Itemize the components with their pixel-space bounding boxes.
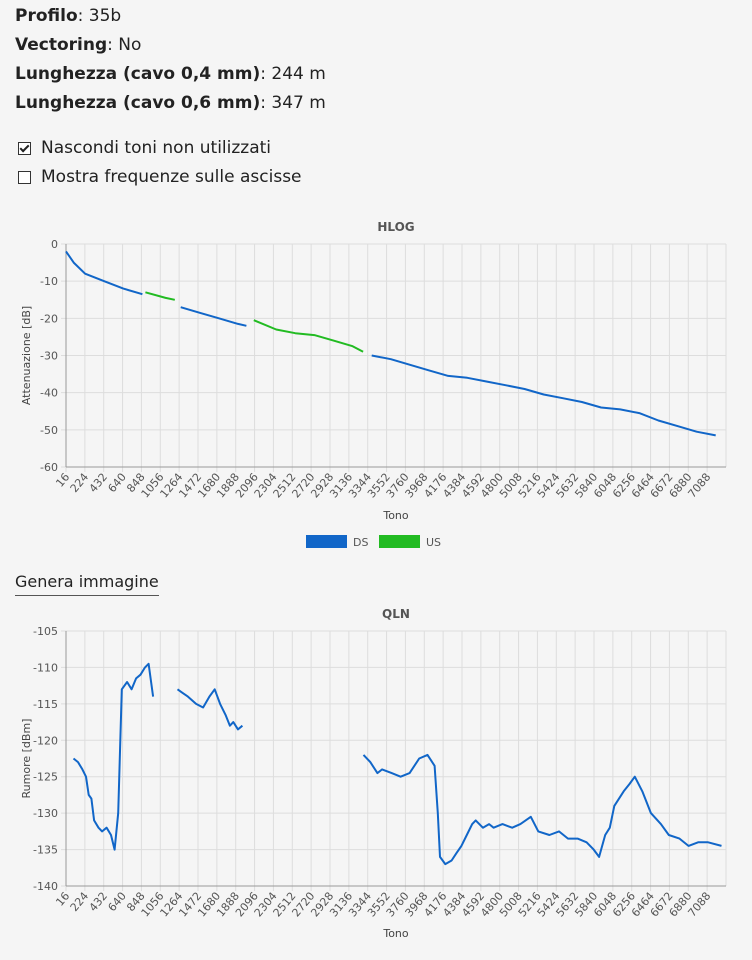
hlog-xtick-label: 224 bbox=[68, 471, 91, 495]
qln-xtick-label: 640 bbox=[105, 890, 128, 914]
hlog-us-series-line bbox=[145, 291, 176, 301]
qln-ytick-label: -105 bbox=[33, 625, 58, 638]
info-length-04: Lunghezza (cavo 0,4 mm): 244 m bbox=[15, 64, 326, 84]
hlog-ds-series-line bbox=[65, 250, 143, 296]
hlog-ytick-label: -10 bbox=[40, 275, 58, 288]
hlog-y-axis-title: Attenuazione [dB] bbox=[20, 306, 33, 405]
qln-ds-series-line bbox=[176, 688, 244, 731]
hlog-ytick-label: -40 bbox=[40, 387, 58, 400]
hide-unused-tones-label: Nascondi toni non utilizzati bbox=[41, 138, 272, 158]
hlog-xtick-label: 432 bbox=[87, 471, 110, 495]
qln-title: QLN bbox=[382, 607, 410, 621]
qln-ds-series-line bbox=[72, 662, 155, 851]
qln-ytick-label: -115 bbox=[33, 698, 58, 711]
hlog-ds-series-line bbox=[371, 354, 716, 437]
hlog-ytick-label: 0 bbox=[51, 238, 58, 251]
line-info: Profilo: 35b Vectoring: No Lunghezza (ca… bbox=[15, 2, 326, 118]
chart-options: Nascondi toni non utilizzati Mostra freq… bbox=[18, 134, 302, 192]
hide-unused-tones-option[interactable]: Nascondi toni non utilizzati bbox=[18, 134, 302, 163]
hlog-ytick-label: -20 bbox=[40, 312, 58, 325]
hlog-legend-ds-label: DS bbox=[353, 536, 368, 549]
qln-ytick-label: -140 bbox=[33, 880, 58, 893]
qln-ytick-label: -110 bbox=[33, 661, 58, 674]
qln-ytick-label: -125 bbox=[33, 771, 58, 784]
hlog-xtick-label: 640 bbox=[105, 471, 128, 495]
qln-ytick-label: -120 bbox=[33, 734, 58, 747]
qln-ds-series-line bbox=[362, 753, 722, 866]
hlog-legend-us-swatch bbox=[379, 535, 420, 548]
hlog-ytick-label: -50 bbox=[40, 424, 58, 437]
hlog-us-series-line bbox=[253, 319, 364, 353]
qln-y-axis-title: Rumore [dBm] bbox=[20, 719, 33, 799]
hlog-title: HLOG bbox=[377, 220, 414, 234]
qln-xtick-label: 224 bbox=[68, 890, 91, 914]
hlog-ytick-label: -60 bbox=[40, 461, 58, 474]
qln-ytick-label: -130 bbox=[33, 807, 58, 820]
show-frequencies-label: Mostra frequenze sulle ascisse bbox=[41, 167, 302, 187]
hlog-ytick-label: -30 bbox=[40, 350, 58, 363]
info-profile: Profilo: 35b bbox=[15, 6, 122, 26]
qln-xtick-label: 432 bbox=[87, 890, 110, 914]
hlog-legend-ds-swatch bbox=[306, 535, 347, 548]
hlog-ds-series-line bbox=[180, 306, 247, 327]
generate-image-button[interactable]: Genera immagine bbox=[15, 572, 159, 596]
show-frequencies-option[interactable]: Mostra frequenze sulle ascisse bbox=[18, 163, 302, 192]
info-length-06: Lunghezza (cavo 0,6 mm): 347 m bbox=[15, 93, 326, 113]
hide-unused-tones-checkbox[interactable] bbox=[18, 142, 31, 155]
qln-chart: QLN-105-110-115-120-125-130-135-14016224… bbox=[20, 607, 727, 940]
qln-x-axis-title: Tono bbox=[382, 927, 409, 940]
hlog-chart: HLOG0-10-20-30-40-50-6016224432640848105… bbox=[20, 220, 727, 549]
show-frequencies-checkbox[interactable] bbox=[18, 171, 31, 184]
hlog-legend-us-label: US bbox=[426, 536, 441, 549]
qln-ytick-label: -135 bbox=[33, 844, 58, 857]
info-vectoring: Vectoring: No bbox=[15, 35, 142, 55]
hlog-x-axis-title: Tono bbox=[382, 509, 409, 522]
